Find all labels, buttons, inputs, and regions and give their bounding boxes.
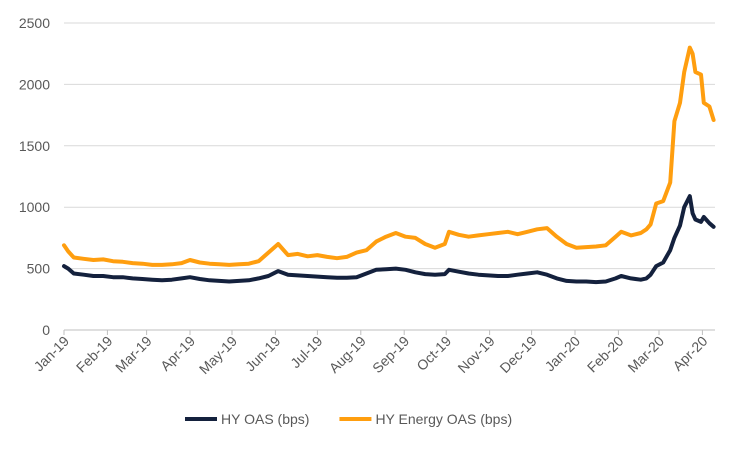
x-tick-label: Dec-19	[496, 333, 539, 376]
x-tick-label: Apr-19	[157, 333, 198, 374]
x-tick-label: Jun-19	[242, 333, 284, 375]
x-tick-label: Apr-20	[669, 333, 710, 374]
x-tick-label: May-19	[196, 333, 240, 377]
x-axis-tick-marks	[63, 330, 703, 335]
x-tick-label: Mar-19	[112, 333, 155, 376]
legend-item: HY Energy OAS (bps)	[339, 411, 512, 427]
legend: HY OAS (bps) HY Energy OAS (bps)	[185, 411, 512, 427]
series-line	[62, 194, 716, 285]
series-line	[62, 45, 716, 267]
x-tick-label: Aug-19	[326, 333, 369, 376]
legend-label: HY Energy OAS (bps)	[375, 411, 512, 427]
series-lines	[62, 45, 716, 285]
y-tick-label: 1000	[19, 199, 50, 215]
x-tick-label: Feb-20	[584, 333, 627, 376]
y-tick-label: 2500	[19, 15, 50, 31]
y-tick-label: 2000	[19, 76, 50, 92]
x-tick-label: Feb-19	[73, 333, 116, 376]
x-tick-label: Jan-20	[542, 333, 584, 375]
x-tick-label: Mar-20	[624, 333, 667, 376]
y-tick-label: 500	[27, 261, 51, 277]
gridlines	[64, 22, 715, 270]
legend-label: HY OAS (bps)	[221, 411, 309, 427]
x-tick-label: Nov-19	[454, 333, 497, 376]
x-tick-label: Jan-19	[31, 333, 73, 375]
x-tick-label: Sep-19	[369, 333, 412, 376]
y-axis-tick-labels: 0 500 1000 1500 2000 2500	[19, 15, 50, 338]
y-tick-label: 0	[42, 322, 50, 338]
x-tick-label: Oct-19	[413, 333, 454, 374]
y-tick-label: 1500	[19, 138, 50, 154]
legend-item: HY OAS (bps)	[185, 411, 309, 427]
x-tick-label: Jul-19	[287, 333, 325, 371]
